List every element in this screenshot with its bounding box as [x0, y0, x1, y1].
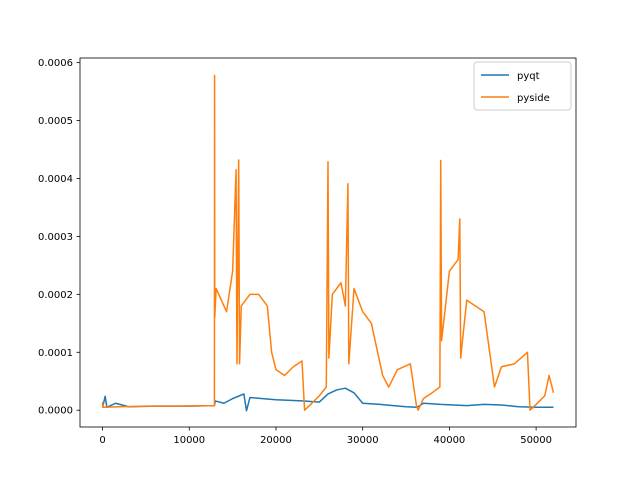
legend: pyqt pyside [473, 61, 572, 111]
x-tick-label: 20000 [260, 435, 292, 446]
x-tick-label: 0 [99, 435, 105, 446]
legend-box [473, 61, 572, 111]
plot-area [79, 57, 577, 428]
series-line-pyside [101, 74, 555, 411]
y-tick-label: 0.0004 [38, 174, 73, 185]
series-layer [101, 74, 555, 412]
legend-label-pyqt: pyqt [517, 71, 540, 82]
y-tick-label: 0.0006 [38, 58, 73, 69]
axes-frame [79, 57, 577, 428]
x-tick-label: 40000 [433, 435, 465, 446]
x-tick-label: 50000 [520, 435, 552, 446]
y-tick-label: 0.0003 [38, 232, 73, 243]
x-tick-label: 30000 [347, 435, 379, 446]
y-tick-label: 0.0005 [38, 116, 73, 127]
x-tick-label: 10000 [173, 435, 205, 446]
y-tick-label: 0.0002 [38, 290, 73, 301]
y-axis: 0.0000 0.0001 0.0002 0.0003 0.0004 0.0005 0.00… [38, 58, 80, 417]
legend-label-pyside: pyside [517, 93, 550, 104]
y-tick-label: 0.0001 [38, 348, 73, 359]
x-axis: 0 10000 20000 30000 40000 50000 [99, 427, 552, 446]
y-tick-label: 0.0000 [38, 406, 73, 417]
